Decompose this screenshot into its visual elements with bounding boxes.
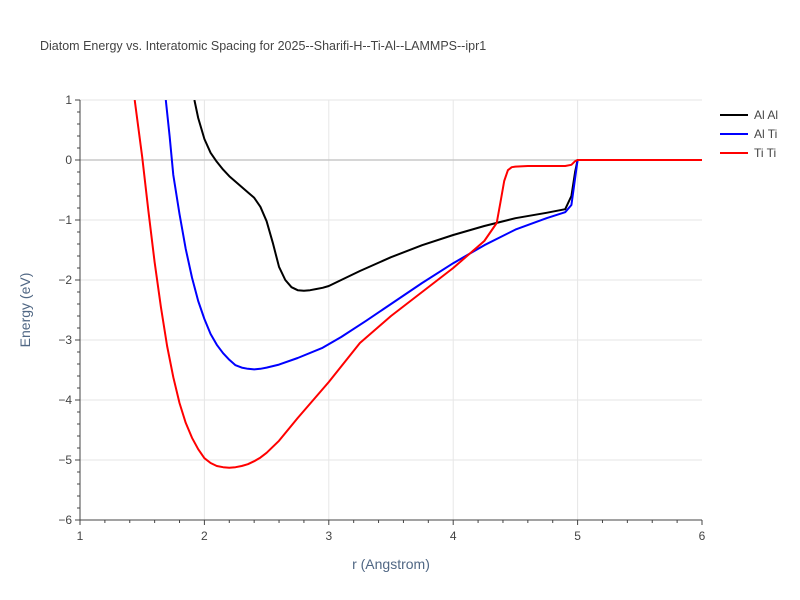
- x-tick-label: 4: [450, 529, 457, 543]
- y-tick-label: −6: [58, 513, 72, 527]
- legend-label: Al Ti: [754, 127, 777, 141]
- x-tick-label: 1: [77, 529, 84, 543]
- y-tick-label: −4: [58, 393, 72, 407]
- series-lines: [133, 100, 702, 469]
- y-tick-label: −3: [58, 333, 72, 347]
- series-line-ti-ti: [133, 100, 702, 469]
- x-axis-title: r (Angstrom): [352, 556, 430, 572]
- series-line-al-al: [193, 100, 702, 292]
- y-tick-label: −1: [58, 213, 72, 227]
- x-tick-label: 5: [574, 529, 581, 543]
- chart-title: Diatom Energy vs. Interatomic Spacing fo…: [40, 39, 486, 53]
- series-line-al-ti: [164, 100, 702, 371]
- y-tick-label: 1: [65, 93, 72, 107]
- y-tick-label: 0: [65, 153, 72, 167]
- legend-label: Ti Ti: [754, 146, 776, 160]
- y-tick-label: −2: [58, 273, 72, 287]
- tick-labels: 1 2 3 4 5 6 −6 −5 −4 −3 −2 −1 0 1: [58, 93, 705, 543]
- x-tick-label: 6: [699, 529, 706, 543]
- x-tick-label: 2: [201, 529, 208, 543]
- grid-lines: [75, 99, 703, 525]
- y-tick-label: −5: [58, 453, 72, 467]
- x-tick-label: 3: [325, 529, 332, 543]
- legend: Al Al Al Ti Ti Ti: [720, 108, 778, 160]
- legend-label: Al Al: [754, 108, 778, 122]
- y-axis-title: Energy (eV): [17, 273, 33, 348]
